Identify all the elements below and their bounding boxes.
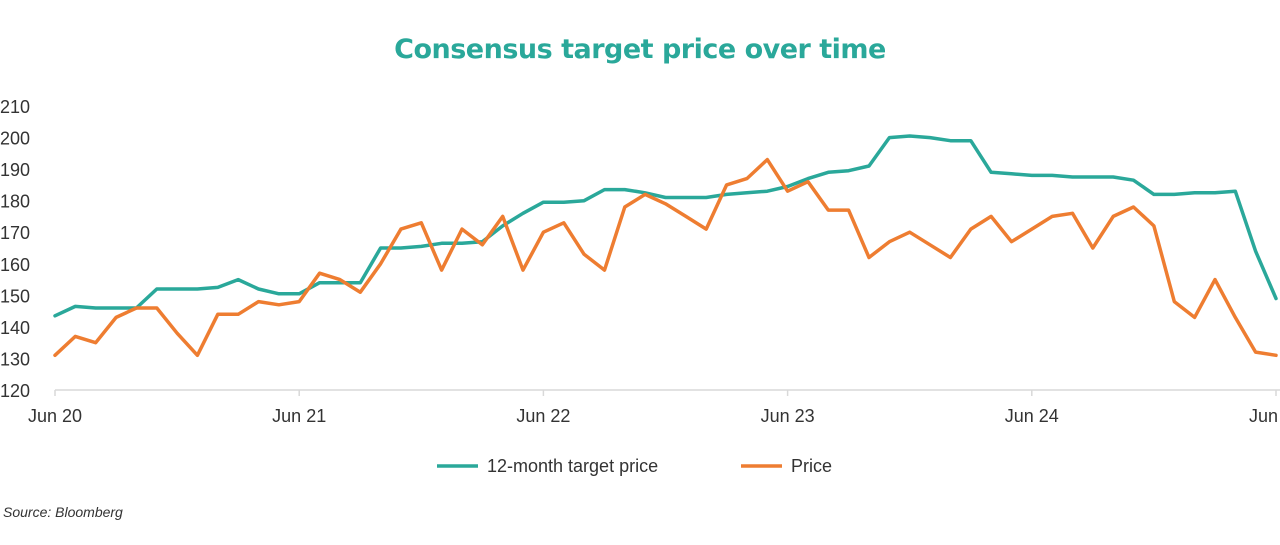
x-tick-label: Jun 20 [28, 406, 82, 426]
y-tick-label: 160 [0, 255, 30, 275]
chart-legend: 12-month target price Price [437, 456, 832, 476]
y-axis-ticks: 120 130 140 150 160 170 180 190 200 210 [0, 97, 30, 401]
y-tick-label: 150 [0, 286, 30, 306]
y-tick-label: 130 [0, 349, 30, 369]
y-tick-label: 170 [0, 223, 30, 243]
x-axis-ticks: Jun 20 Jun 21 Jun 22 Jun 23 Jun 24 Jun 25 [28, 390, 1280, 426]
y-tick-label: 180 [0, 192, 30, 212]
legend-label-target-price: 12-month target price [487, 456, 658, 476]
x-tick-label: Jun 24 [1005, 406, 1059, 426]
x-tick-label: Jun 25 [1249, 406, 1280, 426]
source-note: Source: Bloomberg [3, 504, 123, 520]
y-tick-label: 140 [0, 318, 30, 338]
y-tick-label: 120 [0, 381, 30, 401]
chart-title: Consensus target price over time [394, 34, 886, 65]
y-tick-label: 210 [0, 97, 30, 117]
series-line-price [53, 157, 1278, 358]
series-line-target-price [53, 134, 1278, 318]
legend-label-price: Price [791, 456, 832, 476]
y-tick-label: 200 [0, 129, 30, 149]
y-tick-label: 190 [0, 160, 30, 180]
x-tick-label: Jun 21 [272, 406, 326, 426]
x-tick-label: Jun 22 [516, 406, 570, 426]
x-tick-label: Jun 23 [761, 406, 815, 426]
